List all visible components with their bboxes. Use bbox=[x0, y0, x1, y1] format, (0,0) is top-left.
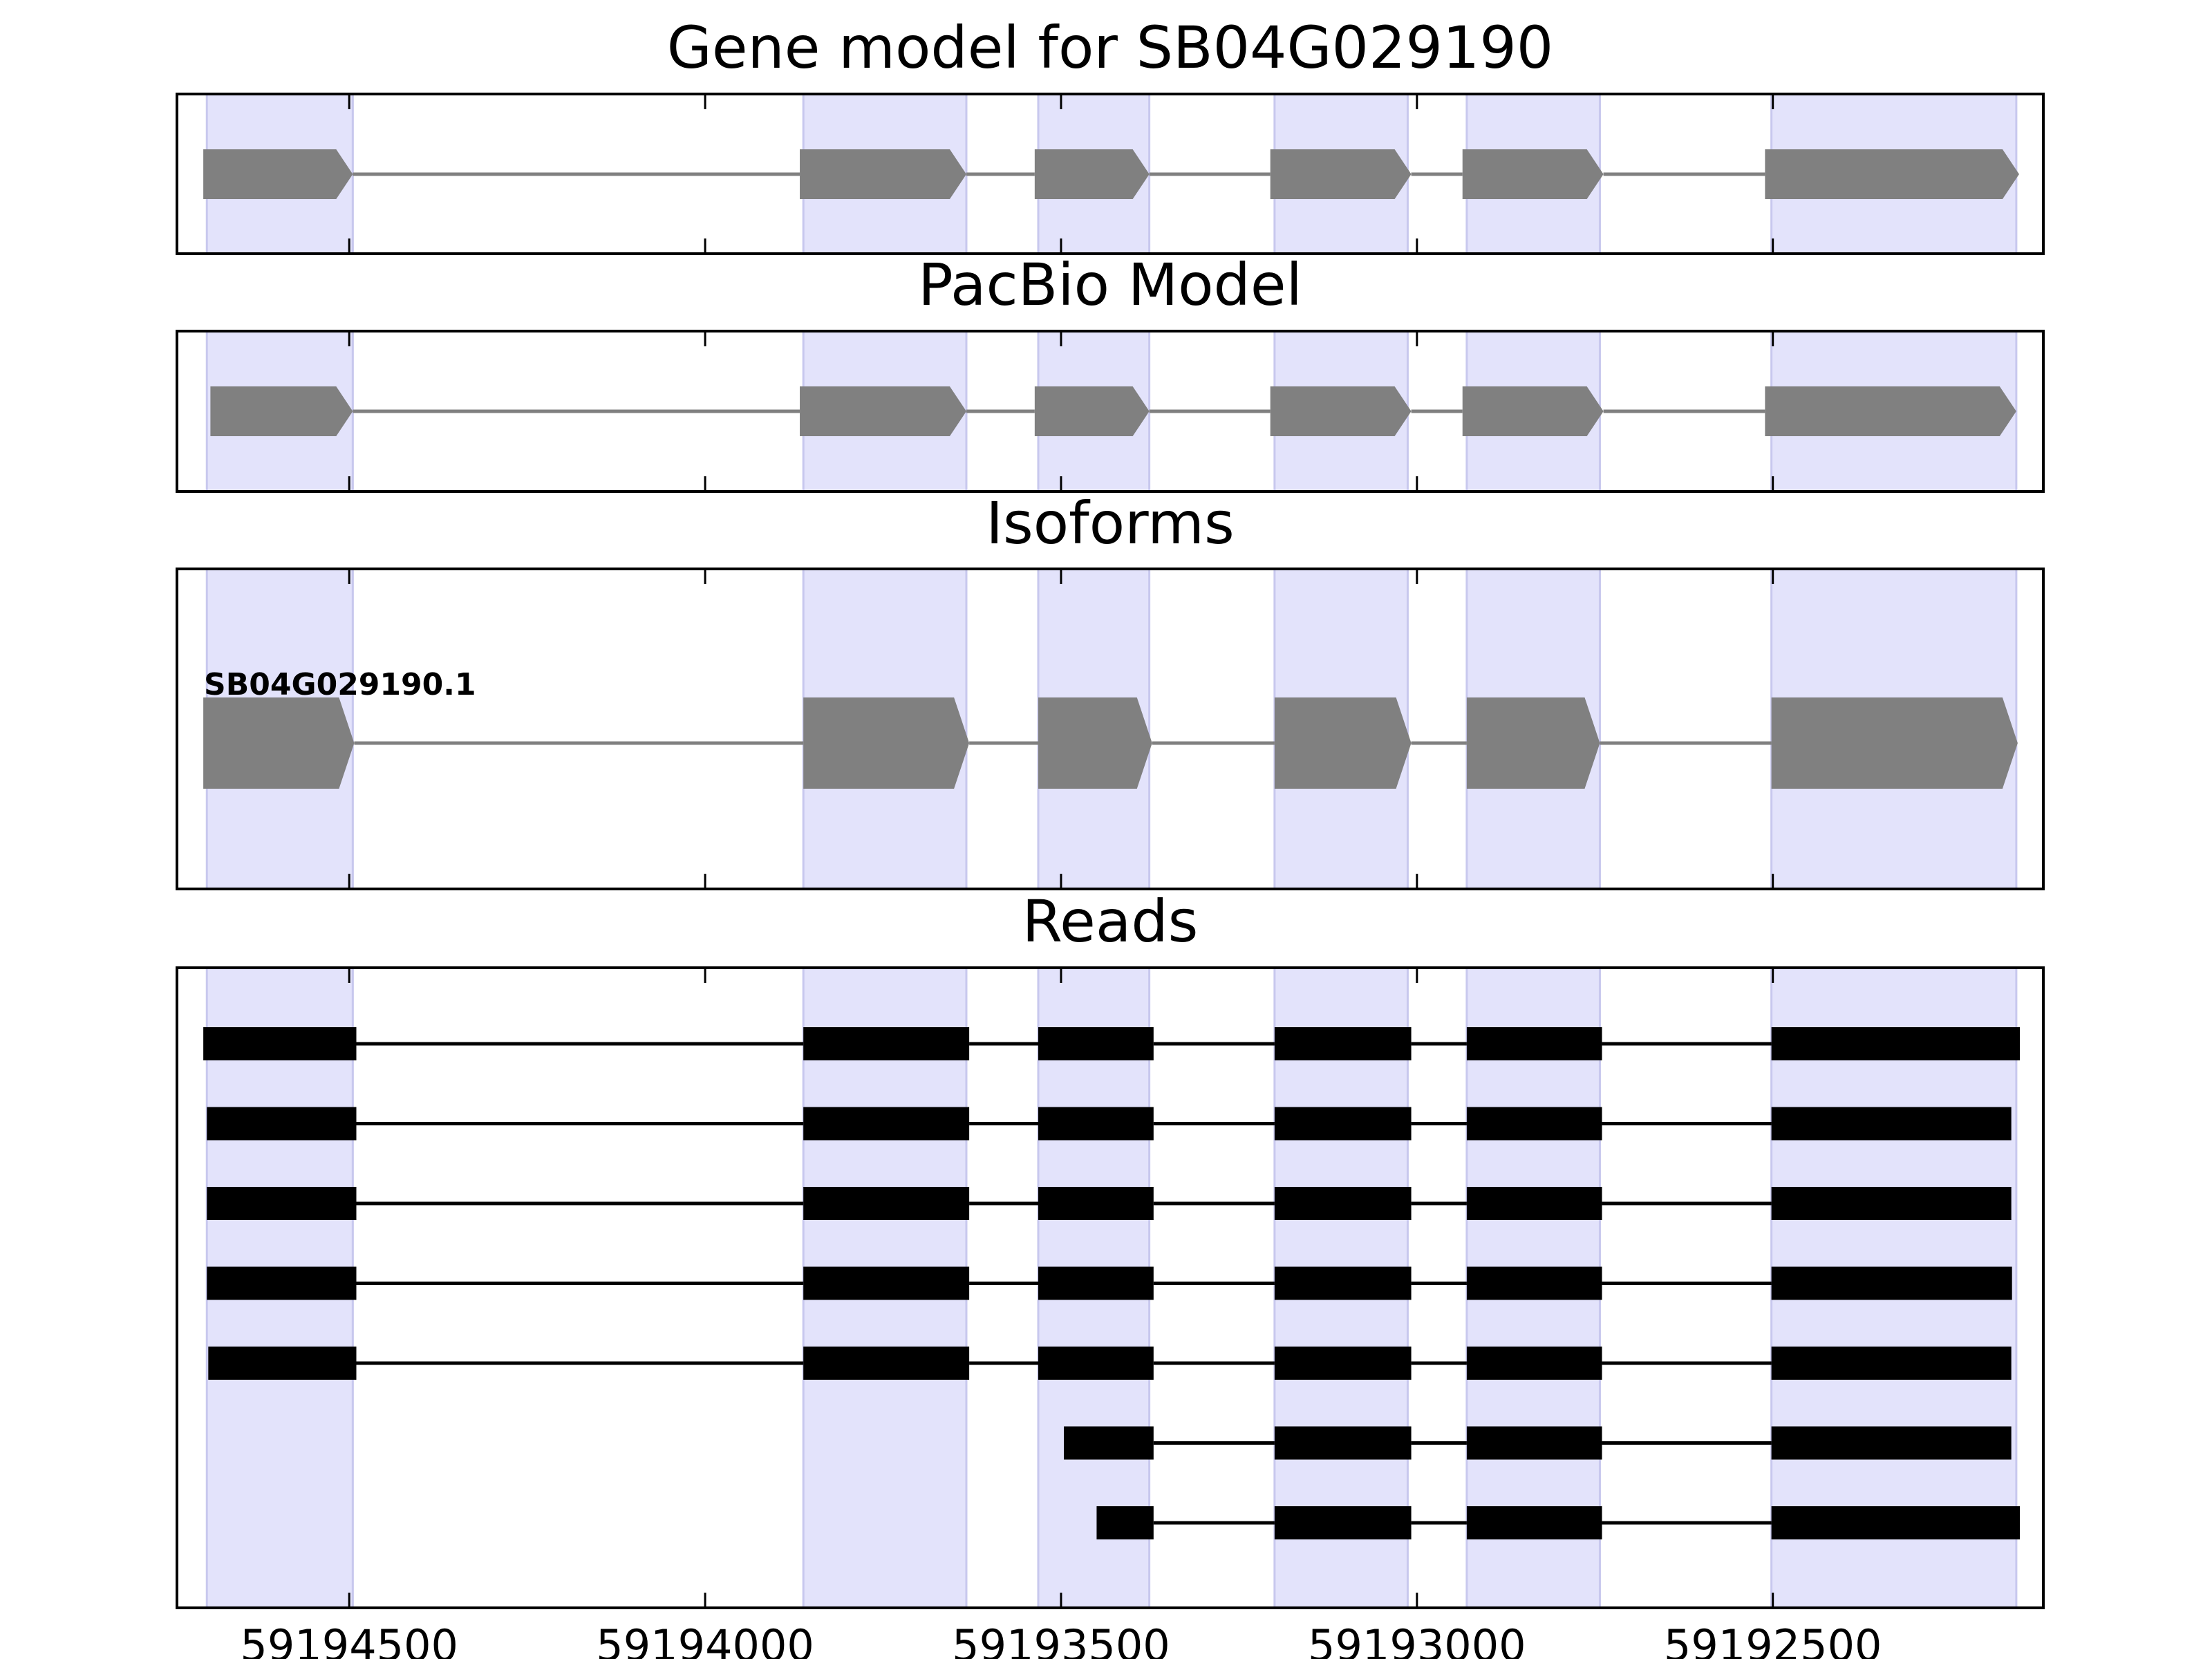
read-exon-block bbox=[207, 1266, 357, 1300]
read-exon-block bbox=[1466, 1266, 1602, 1300]
exon-block bbox=[803, 697, 970, 789]
exon-block bbox=[1462, 386, 1604, 436]
panel-title: Gene model for SB04G029190 bbox=[667, 14, 1553, 82]
read-6 bbox=[1096, 1506, 2021, 1539]
panel-title: Reads bbox=[1022, 888, 1199, 955]
exon-block bbox=[1765, 149, 2019, 199]
read-exon-block bbox=[207, 1187, 357, 1220]
exon-block bbox=[203, 149, 353, 199]
read-exon-block bbox=[1771, 1187, 2012, 1220]
exon-block bbox=[800, 386, 966, 436]
exon-block bbox=[1466, 697, 1600, 789]
read-2 bbox=[207, 1187, 2012, 1220]
panel-3: Reads 59194500 59194000 59193500 59193000 591… bbox=[176, 888, 2045, 1659]
panel-title: Isoforms bbox=[986, 489, 1235, 557]
read-exon-block bbox=[1064, 1426, 1154, 1460]
axes-frame bbox=[176, 966, 2045, 1609]
exon-block bbox=[1274, 697, 1412, 789]
axes-frame bbox=[176, 93, 2045, 255]
exon-block bbox=[1771, 697, 2018, 789]
read-exon-block bbox=[803, 1107, 970, 1141]
read-exon-block bbox=[1466, 1187, 1602, 1220]
read-exon-block bbox=[203, 1027, 357, 1060]
x-tick-label: 59194500 bbox=[240, 1620, 458, 1659]
axes-frame bbox=[176, 330, 2045, 493]
read-exon-block bbox=[1038, 1266, 1154, 1300]
exon-block bbox=[1765, 386, 2016, 436]
x-tick-label: 59192500 bbox=[1664, 1620, 1882, 1659]
read-exon-block bbox=[803, 1027, 970, 1060]
isoform-label: SB04G029190.1 bbox=[204, 667, 476, 702]
read-5 bbox=[1064, 1426, 2012, 1460]
exon-block bbox=[203, 697, 355, 789]
axes-frame bbox=[176, 568, 2045, 890]
read-exon-block bbox=[803, 1187, 970, 1220]
exon-block bbox=[1038, 697, 1152, 789]
x-tick-label: 59194000 bbox=[596, 1620, 814, 1659]
read-exon-block bbox=[1038, 1187, 1154, 1220]
read-exon-block bbox=[1771, 1027, 2021, 1060]
panel-title: PacBio Model bbox=[918, 251, 1302, 319]
read-exon-block bbox=[1771, 1107, 2012, 1141]
exon-block bbox=[210, 386, 353, 436]
read-exon-block bbox=[803, 1266, 970, 1300]
read-exon-block bbox=[1274, 1107, 1412, 1141]
x-tick-label: 59193000 bbox=[1308, 1620, 1526, 1659]
read-exon-block bbox=[1274, 1506, 1412, 1539]
read-exon-block bbox=[1466, 1347, 1602, 1380]
x-tick-label: 59193500 bbox=[952, 1620, 1170, 1659]
panel-2: Isoforms SB04G029190.1 bbox=[176, 489, 2045, 890]
read-exon-block bbox=[1771, 1506, 2021, 1539]
exon-block bbox=[1270, 386, 1412, 436]
exon-block bbox=[1462, 149, 1604, 199]
read-exon-block bbox=[1274, 1027, 1412, 1060]
read-exon-block bbox=[1466, 1506, 1602, 1539]
read-4 bbox=[208, 1347, 2012, 1380]
read-exon-block bbox=[1038, 1347, 1154, 1380]
read-exon-block bbox=[1038, 1027, 1154, 1060]
read-exon-block bbox=[803, 1347, 970, 1380]
read-0 bbox=[203, 1027, 2021, 1060]
exon-block bbox=[800, 149, 966, 199]
read-exon-block bbox=[1771, 1426, 2012, 1460]
read-exon-block bbox=[1771, 1266, 2012, 1300]
read-3 bbox=[207, 1266, 2012, 1300]
read-exon-block bbox=[1466, 1426, 1602, 1460]
read-exon-block bbox=[1466, 1027, 1602, 1060]
panel-1: PacBio Model bbox=[176, 251, 2045, 493]
read-1 bbox=[207, 1107, 2012, 1141]
read-exon-block bbox=[1274, 1347, 1412, 1380]
read-exon-block bbox=[1038, 1107, 1154, 1141]
read-exon-block bbox=[1466, 1107, 1602, 1141]
read-exon-block bbox=[1274, 1426, 1412, 1460]
exon-block bbox=[1034, 149, 1150, 199]
read-exon-block bbox=[1771, 1347, 2012, 1380]
read-exon-block bbox=[208, 1347, 357, 1380]
panel-0: Gene model for SB04G029190 bbox=[176, 14, 2045, 255]
read-exon-block bbox=[1274, 1187, 1412, 1220]
read-exon-block bbox=[1096, 1506, 1154, 1539]
read-exon-block bbox=[1274, 1266, 1412, 1300]
exon-block bbox=[1034, 386, 1150, 436]
read-exon-block bbox=[207, 1107, 357, 1141]
exon-block bbox=[1270, 149, 1412, 199]
